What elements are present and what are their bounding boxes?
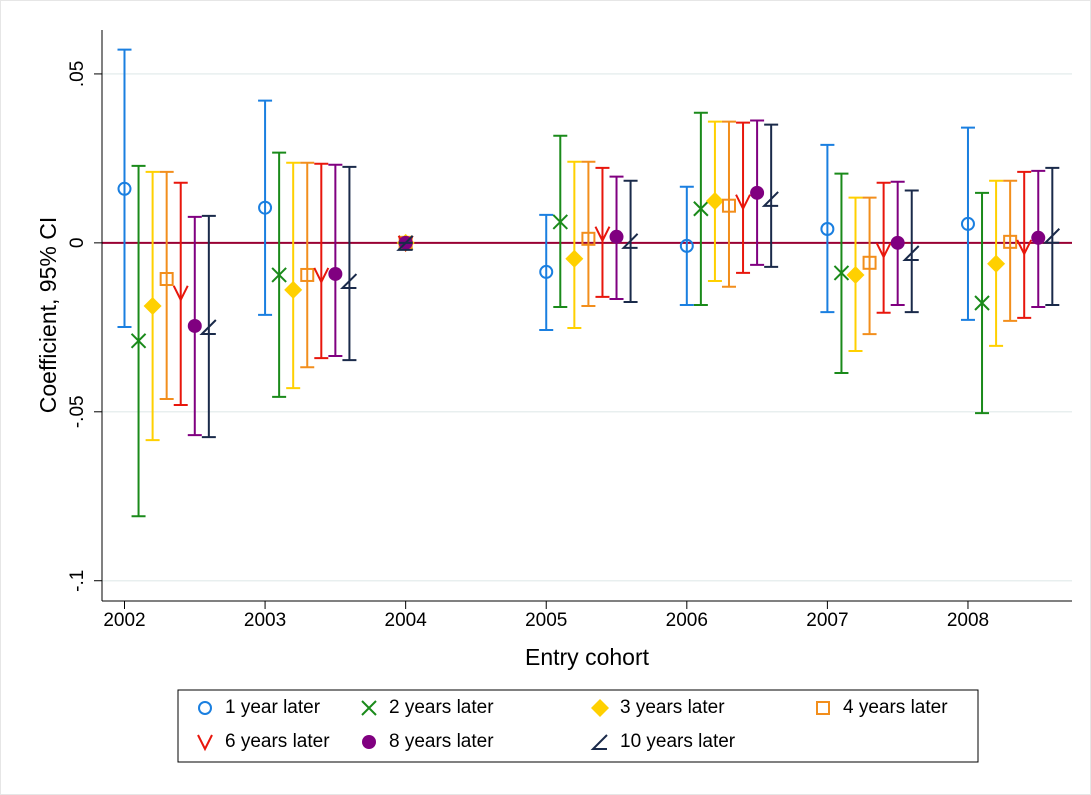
data-point: [340, 273, 358, 290]
x-tick-label: 2004: [385, 610, 428, 631]
data-point: [974, 295, 990, 311]
error-bar: [286, 161, 301, 390]
data-point: [735, 194, 751, 211]
legend-label: 1 year later: [225, 697, 321, 718]
data-point: [875, 242, 892, 260]
data-point: [271, 267, 287, 283]
x-axis-title: Entry cohort: [525, 644, 650, 670]
x-tick-label: 2006: [666, 610, 708, 631]
data-point: [705, 191, 724, 210]
x-tick-label: 2002: [103, 610, 145, 631]
legend-marker: [591, 699, 609, 717]
data-point: [258, 200, 273, 215]
data-point: [1042, 228, 1061, 244]
data-point: [159, 272, 174, 287]
error-bar: [904, 189, 919, 314]
error-bar: [300, 161, 315, 369]
error-bar: [736, 121, 751, 274]
legend-label: 2 years later: [389, 697, 494, 718]
legend-marker: [197, 734, 213, 752]
error-bar: [258, 99, 273, 316]
legend-marker: [816, 701, 830, 715]
error-bar: [342, 165, 357, 362]
data-point: [594, 226, 611, 243]
error-bar: [820, 143, 835, 314]
legend-label: 8 years later: [389, 731, 494, 752]
data-point: [172, 285, 189, 303]
data-point: [1003, 234, 1018, 249]
data-point: [833, 265, 850, 281]
legend-box: [177, 689, 979, 763]
legend-label: 10 years later: [620, 731, 736, 752]
data-point: [581, 231, 596, 246]
data-point: [313, 267, 330, 285]
data-point: [721, 198, 736, 213]
error-bar: [876, 181, 891, 314]
y-tick-label: .05: [67, 61, 88, 87]
error-bar: [328, 163, 343, 358]
data-point: [960, 216, 975, 231]
data-point: [539, 264, 554, 279]
error-bar: [1017, 170, 1032, 319]
legend-marker: [590, 734, 608, 750]
data-point: [987, 254, 1006, 273]
data-point: [820, 222, 835, 237]
x-tick-label: 2003: [244, 610, 286, 631]
data-point: [284, 280, 303, 299]
error-bar: [721, 120, 736, 288]
data-point: [621, 233, 639, 249]
data-point: [890, 235, 905, 250]
data-point: [143, 297, 162, 316]
error-bar: [173, 181, 188, 407]
data-point: [117, 181, 132, 196]
legend-marker: [198, 701, 212, 715]
data-point: [396, 235, 414, 251]
error-bar: [581, 160, 596, 308]
error-bar: [539, 213, 554, 332]
data-point: [130, 333, 147, 349]
error-bar: [862, 196, 877, 336]
data-point: [693, 201, 709, 217]
data-point: [902, 245, 920, 261]
error-bar: [1003, 179, 1018, 322]
error-bar: [314, 162, 329, 360]
data-point: [328, 266, 343, 281]
data-point: [609, 229, 624, 244]
error-bar: [764, 123, 779, 268]
error-bar: [567, 160, 582, 330]
data-point: [679, 238, 694, 253]
y-tick-label: 0: [67, 238, 88, 249]
data-point: [846, 265, 865, 284]
data-point: [300, 267, 315, 282]
y-axis-title: Coefficient, 95% CI: [35, 217, 61, 413]
legend-label: 3 years later: [620, 697, 725, 718]
data-point: [565, 249, 584, 268]
data-point: [761, 191, 779, 207]
data-point: [1031, 230, 1046, 245]
error-bar: [595, 166, 610, 298]
legend-marker: [362, 735, 376, 749]
error-bar: [679, 185, 694, 307]
legend-label: 4 years later: [843, 697, 948, 718]
data-point: [1016, 239, 1033, 257]
data-point: [862, 255, 877, 270]
y-tick-label: -.05: [67, 395, 88, 428]
x-tick-label: 2005: [525, 610, 567, 631]
legend-label: 6 years later: [225, 731, 330, 752]
data-point: [199, 319, 217, 335]
data-point: [552, 214, 568, 230]
data-point: [187, 318, 202, 333]
y-tick-label: -.1: [67, 570, 88, 592]
legend-marker: [361, 700, 377, 716]
x-tick-label: 2007: [806, 610, 848, 631]
data-point: [750, 185, 765, 200]
error-bar: [117, 48, 132, 328]
error-bar: [960, 126, 975, 321]
x-tick-label: 2008: [947, 610, 989, 631]
